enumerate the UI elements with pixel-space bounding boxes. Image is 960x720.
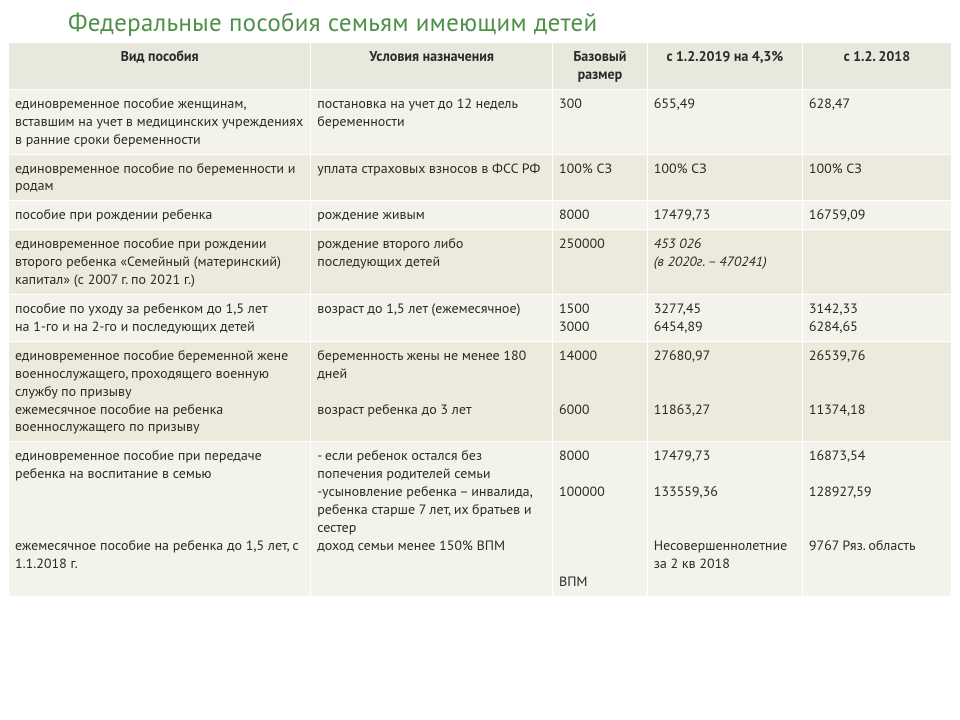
table-row: единовременное пособие при передаче ребе…	[9, 442, 952, 596]
cell-2018: 3142,33 6284,65	[802, 294, 951, 341]
cell-2019: 100% СЗ	[647, 154, 802, 201]
cell-cond: - если ребенок остался без попечения род…	[311, 442, 553, 596]
cell-type: единовременное пособие по беременности и…	[9, 154, 311, 201]
table-header-row: Вид пособия Условия назначения Базовый р…	[9, 43, 952, 90]
col-2018: с 1.2. 2018	[802, 43, 951, 90]
table-row: единовременное пособие беременной жене в…	[9, 341, 952, 442]
col-type: Вид пособия	[9, 43, 311, 90]
cell-base: 1500 3000	[553, 294, 648, 341]
cell-2019: 17479,73 133559,36 Несовершеннолетние за…	[647, 442, 802, 596]
cell-type: единовременное пособие беременной жене в…	[9, 341, 311, 442]
col-2019: с 1.2.2019 на 4,3%	[647, 43, 802, 90]
cell-2019: 655,49	[647, 89, 802, 154]
cell-2018: 100% СЗ	[802, 154, 951, 201]
cell-type: пособие при рождении ребенка	[9, 201, 311, 230]
cell-cond: уплата страховых взносов в ФСС РФ	[311, 154, 553, 201]
col-cond: Условия назначения	[311, 43, 553, 90]
cell-cond: рождение второго либо последующих детей	[311, 230, 553, 295]
cell-2018: 26539,76 11374,18	[802, 341, 951, 442]
cell-type: единовременное пособие женщинам, вставши…	[9, 89, 311, 154]
cell-base: 300	[553, 89, 648, 154]
cell-2019: 27680,97 11863,27	[647, 341, 802, 442]
table-row: пособие при рождении ребенка рождение жи…	[9, 201, 952, 230]
cell-2019: 453 026 (в 2020г. – 470241)	[647, 230, 802, 295]
page-title: Федеральные пособия семьям имеющим детей	[68, 6, 952, 38]
table-row: единовременное пособие по беременности и…	[9, 154, 952, 201]
benefits-table: Вид пособия Условия назначения Базовый р…	[8, 42, 952, 597]
table-row: единовременное пособие женщинам, вставши…	[9, 89, 952, 154]
cell-base: 8000	[553, 201, 648, 230]
cell-base: 100% СЗ	[553, 154, 648, 201]
cell-2018: 16873,54 128927,59 9767 Ряз. область	[802, 442, 951, 596]
cell-2019: 17479,73	[647, 201, 802, 230]
cell-2018: 628,47	[802, 89, 951, 154]
cell-2018	[802, 230, 951, 295]
cell-cond: возраст до 1,5 лет (ежемесячное)	[311, 294, 553, 341]
cell-2019: 3277,45 6454,89	[647, 294, 802, 341]
cell-type: пособие по уходу за ребенком до 1,5 лет …	[9, 294, 311, 341]
cell-2018: 16759,09	[802, 201, 951, 230]
cell-base: 250000	[553, 230, 648, 295]
cell-base: 8000 100000 ВПМ	[553, 442, 648, 596]
cell-cond: беременность жены не менее 180 дней возр…	[311, 341, 553, 442]
col-base: Базовый размер	[553, 43, 648, 90]
cell-cond: постановка на учет до 12 недель беременн…	[311, 89, 553, 154]
cell-cond: рождение живым	[311, 201, 553, 230]
cell-type: единовременное пособие при рождении втор…	[9, 230, 311, 295]
table-row: пособие по уходу за ребенком до 1,5 лет …	[9, 294, 952, 341]
table-row: единовременное пособие при рождении втор…	[9, 230, 952, 295]
cell-type: единовременное пособие при передаче ребе…	[9, 442, 311, 596]
cell-base: 14000 6000	[553, 341, 648, 442]
